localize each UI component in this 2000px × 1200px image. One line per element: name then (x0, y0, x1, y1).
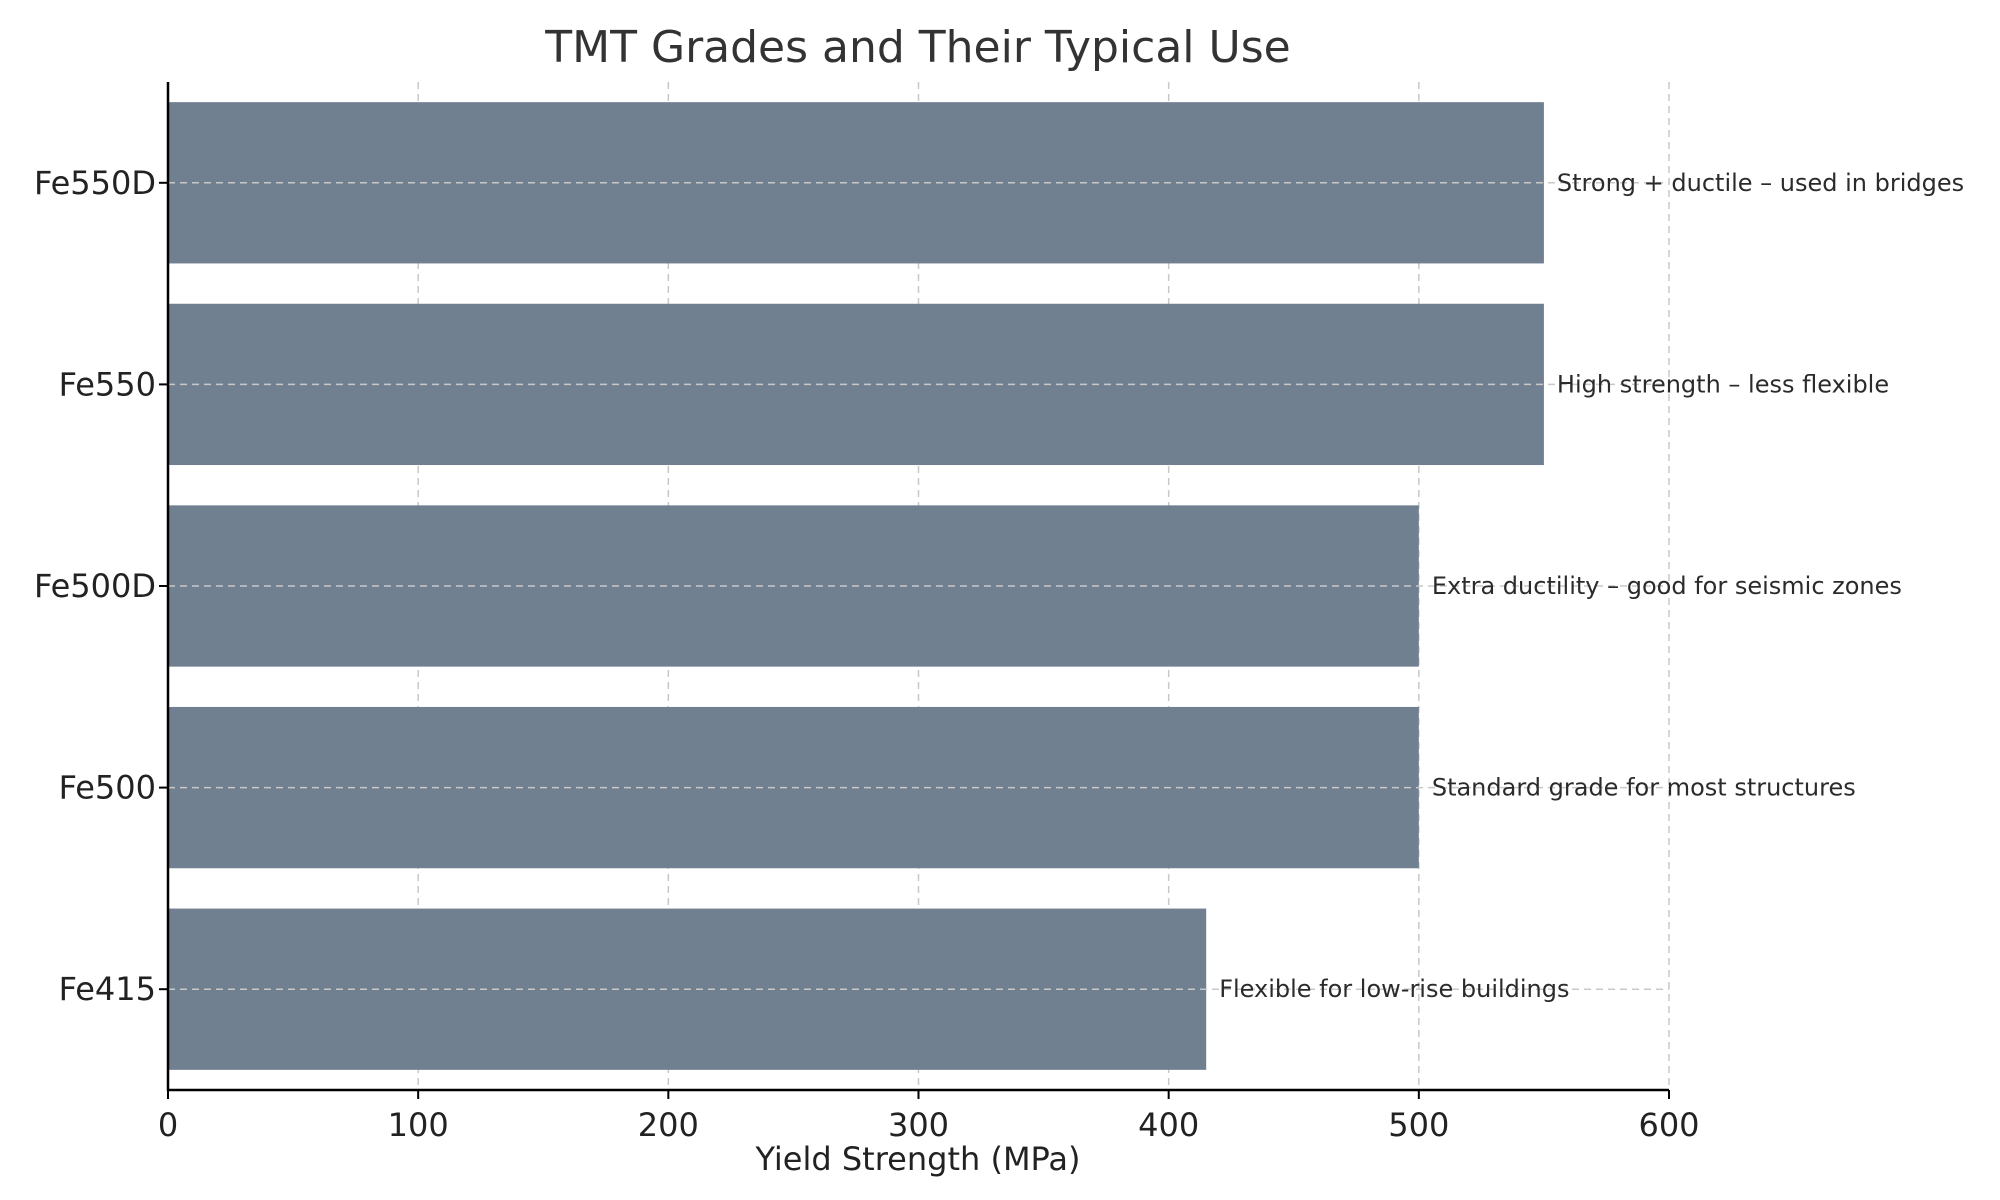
x-tick-label: 0 (158, 1106, 178, 1144)
bar-annotation: Strong + ductile – used in bridges (1557, 169, 1964, 197)
y-tick-label: Fe550 (59, 365, 156, 403)
bar-annotation: Flexible for low-rise buildings (1219, 975, 1569, 1003)
x-tick-label: 100 (388, 1106, 449, 1144)
x-tick-label: 300 (888, 1106, 949, 1144)
y-tick-label: Fe550D (34, 164, 156, 202)
y-tick-label: Fe500D (34, 567, 156, 605)
x-tick-label: 600 (1638, 1106, 1699, 1144)
chart-title: TMT Grades and Their Typical Use (544, 22, 1290, 73)
bar-annotation: Standard grade for most structures (1432, 774, 1856, 802)
y-tick-label: Fe415 (59, 970, 156, 1008)
x-axis-label: Yield Strength (MPa) (755, 1140, 1081, 1178)
y-axis-ticks: Fe415 Fe500 Fe500D Fe550 Fe550D (34, 164, 168, 1008)
x-axis-ticks: 0 100 200 300 400 500 600 (158, 1090, 1700, 1144)
bar-annotations: Flexible for low-rise buildings Standard … (168, 169, 1964, 1003)
y-tick-label: Fe500 (59, 769, 156, 807)
x-tick-label: 200 (638, 1106, 699, 1144)
x-tick-label: 500 (1388, 1106, 1449, 1144)
bar-annotation: Extra ductility – good for seismic zones (1432, 572, 1902, 600)
x-tick-label: 400 (1138, 1106, 1199, 1144)
bar-annotation: High strength – less flexible (1557, 370, 1889, 398)
